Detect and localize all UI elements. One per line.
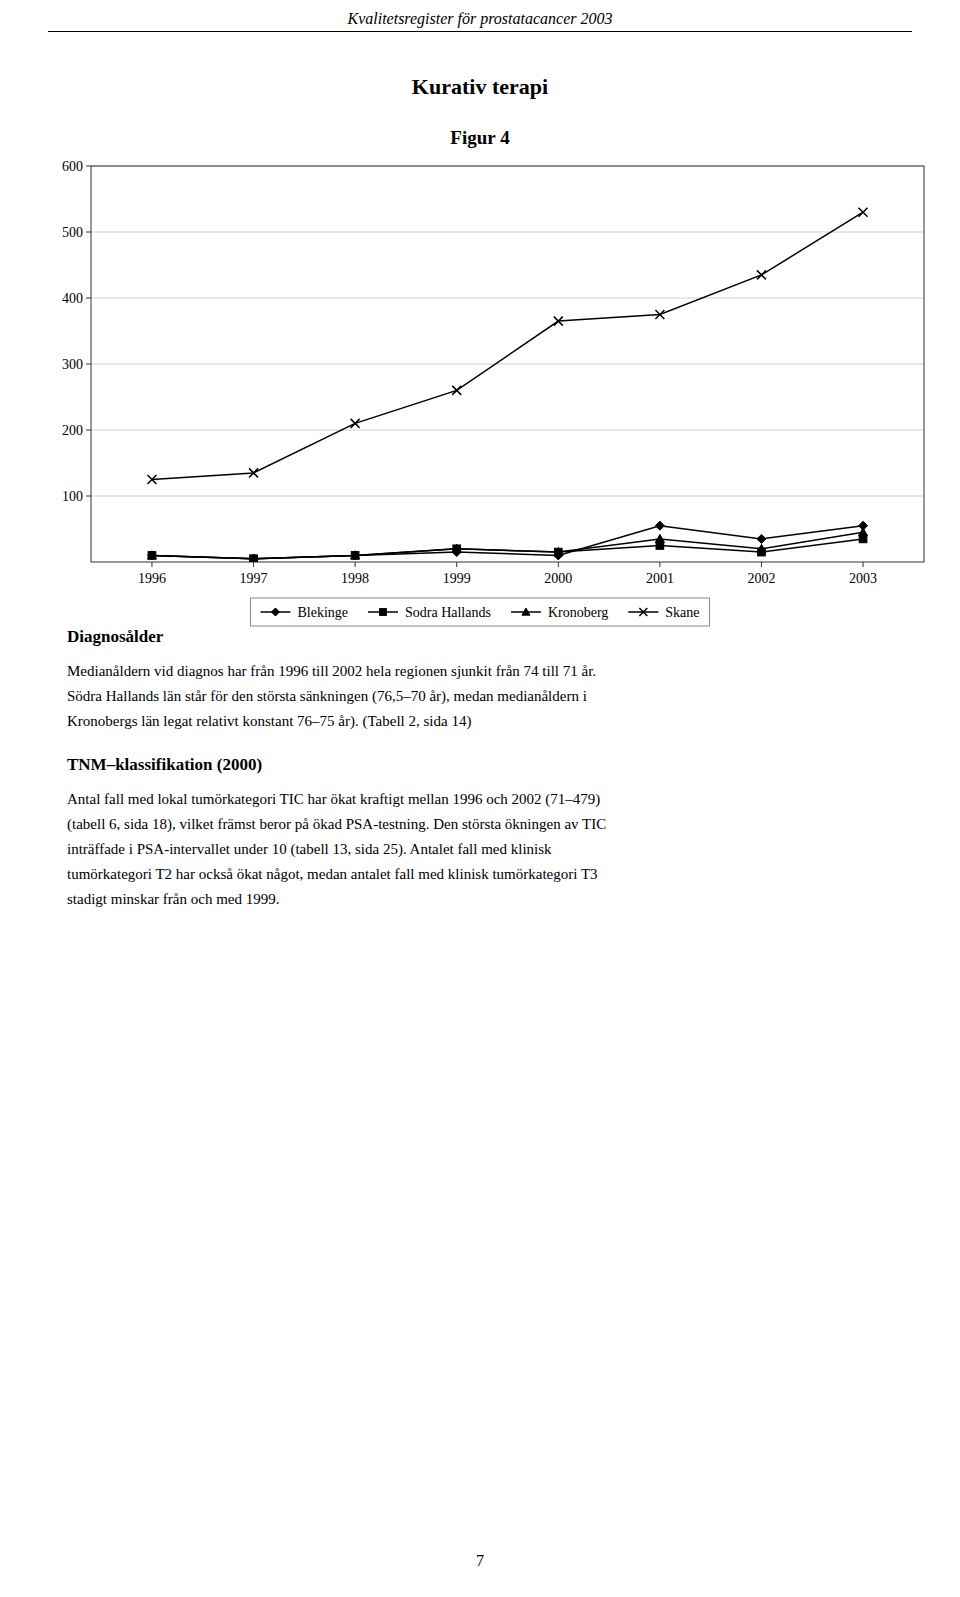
series-line — [152, 212, 863, 479]
section-heading: Diagnosålder — [67, 627, 164, 646]
legend-marker — [522, 608, 530, 615]
series-line — [152, 532, 863, 558]
legend-label: Skane — [665, 605, 699, 620]
y-tick — [86, 430, 91, 431]
body-text: tumörkategori T2 har också ökat något, m… — [67, 866, 598, 882]
series-marker — [452, 544, 461, 552]
legend-item: Kronoberg — [511, 605, 608, 620]
page-header: Kvalitetsregister för prostatacancer 200… — [346, 10, 612, 28]
chart-subtitle: Figur 4 — [450, 127, 510, 148]
series-marker — [249, 554, 258, 562]
x-tick — [456, 562, 457, 567]
body-text: Medianåldern vid diagnos har från 1996 t… — [67, 663, 596, 679]
series-marker — [249, 468, 258, 477]
body-text: (tabell 6, sida 18), vilket främst beror… — [67, 816, 606, 833]
series-marker — [554, 317, 563, 326]
chart-title: Kurativ terapi — [412, 74, 548, 99]
grid-line — [91, 496, 924, 497]
legend-marker — [380, 609, 387, 616]
legend-label: Blekinge — [297, 605, 348, 620]
page: Kvalitetsregister för prostatacancer 200… — [0, 0, 960, 1597]
y-tick — [86, 232, 91, 233]
series-marker — [250, 555, 258, 562]
y-tick-label: 500 — [62, 225, 83, 240]
x-tick-label: 2002 — [747, 571, 775, 586]
body-text: Antal fall med lokal tumörkategori TIC h… — [67, 791, 600, 808]
y-tick-label: 400 — [62, 291, 83, 306]
series-marker — [859, 528, 868, 536]
series-marker — [655, 534, 664, 542]
background — [0, 0, 960, 1597]
y-tick — [86, 364, 91, 365]
x-tick — [761, 562, 762, 567]
section-heading: TNM–klassifikation (2000) — [67, 755, 262, 774]
x-tick-label: 2001 — [646, 571, 674, 586]
x-tick-label: 2003 — [849, 571, 877, 586]
series-marker — [147, 475, 156, 484]
x-tick — [863, 562, 864, 567]
legend-item: Blekinge — [260, 605, 348, 620]
x-tick — [355, 562, 356, 567]
x-tick-label: 1996 — [138, 571, 166, 586]
body-text: Södra Hallands län står för den största … — [67, 688, 587, 705]
y-tick-label: 300 — [62, 357, 83, 372]
grid-line — [91, 298, 924, 299]
legend-box — [250, 598, 709, 626]
y-tick-label: 600 — [62, 159, 83, 174]
series-marker — [351, 552, 359, 560]
legend-item: Skane — [628, 605, 699, 620]
series-marker — [554, 548, 563, 556]
grid-line — [91, 430, 924, 431]
series-marker — [351, 419, 360, 428]
y-tick-label: 100 — [62, 489, 83, 504]
legend-marker — [639, 608, 647, 616]
grid-line — [91, 232, 924, 233]
x-tick — [558, 562, 559, 567]
body-text: inträffade i PSA-intervallet under 10 (t… — [67, 841, 552, 858]
grid-line — [91, 364, 924, 365]
chart: 100 200 300 400 500 600 1996 1997 1998 1999 2000 20… — [62, 159, 924, 586]
legend-label: Kronoberg — [548, 605, 608, 620]
series-marker — [452, 386, 461, 395]
x-tick-label: 2000 — [544, 571, 572, 586]
page-number: 7 — [476, 1552, 484, 1569]
x-tick — [151, 562, 152, 567]
series-marker — [148, 552, 156, 560]
body-text: Kronobergs län legat relativt konstant 7… — [67, 713, 471, 730]
series-marker — [859, 208, 868, 217]
series-marker — [757, 544, 766, 552]
series-marker — [554, 548, 562, 556]
plot-frame — [91, 166, 924, 562]
y-tick — [86, 496, 91, 497]
series-marker — [351, 551, 360, 559]
x-tick-label: 1998 — [341, 571, 369, 586]
y-tick — [86, 166, 91, 167]
data-layer — [147, 208, 867, 562]
x-tick-label: 1997 — [240, 571, 268, 586]
body-text: stadigt minskar från och med 1999. — [67, 891, 279, 907]
x-tick — [253, 562, 254, 567]
y-tick — [86, 298, 91, 299]
series-marker — [147, 551, 156, 559]
series-marker — [453, 545, 461, 553]
legend: Blekinge Sodra Hallands Kronoberg Skane — [250, 598, 709, 626]
x-tick — [659, 562, 660, 567]
series-marker — [757, 270, 766, 279]
series-marker — [655, 521, 664, 530]
header-rule — [48, 31, 912, 32]
series-marker — [655, 310, 664, 319]
series-marker — [757, 534, 766, 543]
legend-item: Sodra Hallands — [368, 605, 491, 620]
legend-marker — [271, 608, 279, 616]
legend-label: Sodra Hallands — [405, 605, 491, 620]
x-tick-label: 1999 — [443, 571, 471, 586]
series-line — [152, 526, 863, 559]
y-tick-label: 200 — [62, 423, 83, 438]
